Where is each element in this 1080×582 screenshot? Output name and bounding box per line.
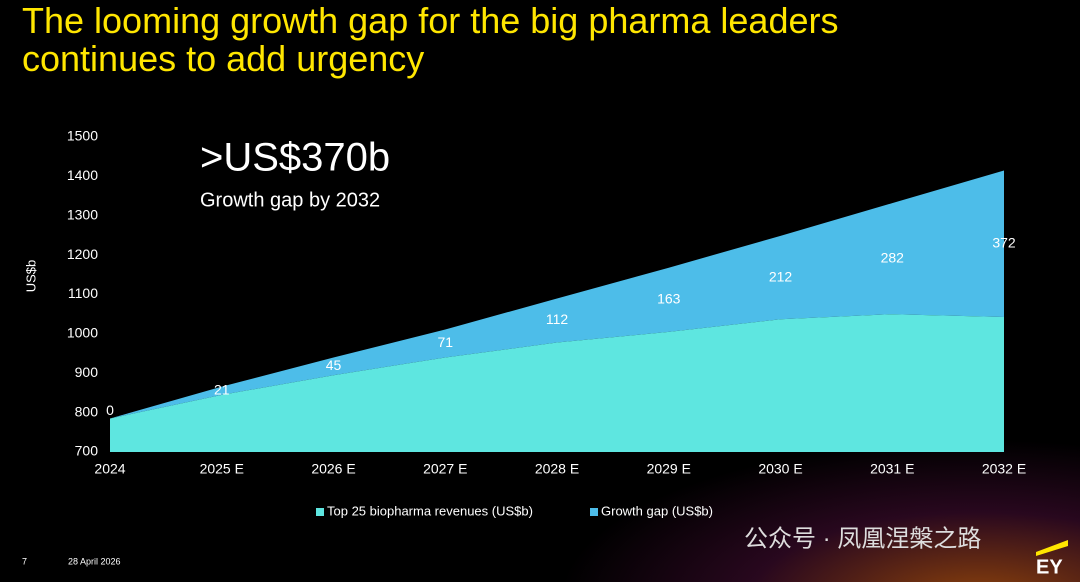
y-tick-label: 1300	[67, 206, 98, 222]
area	[110, 170, 1004, 419]
data-label: 45	[326, 357, 342, 373]
y-tick-label: 900	[75, 364, 99, 380]
legend-swatch	[590, 508, 598, 516]
area	[110, 314, 1004, 452]
y-axis-label: US$b	[23, 260, 38, 293]
x-tick-label: 2025 E	[200, 461, 244, 477]
headline-figure: >US$370b	[200, 136, 390, 180]
data-label: 163	[657, 291, 681, 307]
x-tick-label: 2024	[94, 461, 125, 477]
y-tick-label: 1400	[67, 167, 98, 183]
x-tick-label: 2031 E	[870, 461, 914, 477]
logo: EY	[1036, 556, 1063, 578]
x-tick-label: 2032 E	[982, 461, 1026, 477]
y-tick-label: 800	[75, 403, 99, 419]
date: 28 April 2026	[68, 556, 121, 566]
logo-bar	[1036, 540, 1068, 556]
data-label: 0	[106, 402, 114, 418]
page-number: 7	[22, 556, 27, 566]
data-label: 21	[214, 381, 230, 397]
x-tick-label: 2030 E	[758, 461, 802, 477]
headline-caption: Growth gap by 2032	[200, 189, 380, 211]
legend-label: Top 25 biopharma revenues (US$b)	[327, 503, 533, 518]
x-tick-label: 2026 E	[311, 461, 355, 477]
legend-label: Growth gap (US$b)	[601, 503, 713, 518]
y-tick-label: 1500	[67, 128, 98, 144]
data-label: 112	[546, 311, 569, 327]
data-label: 282	[881, 249, 905, 265]
x-tick-label: 2027 E	[423, 461, 467, 477]
x-tick-label: 2028 E	[535, 461, 579, 477]
slide-title: The looming growth gap for the big pharm…	[22, 0, 839, 79]
y-tick-label: 1100	[68, 285, 98, 301]
data-label: 212	[769, 268, 793, 284]
watermark: 公众号 · 凤凰涅槃之路	[744, 525, 981, 552]
y-tick-label: 1200	[67, 246, 98, 262]
y-tick-label: 700	[75, 443, 99, 459]
y-tick-label: 1000	[67, 325, 98, 341]
legend-swatch	[316, 508, 324, 516]
data-label: 71	[437, 334, 453, 350]
x-tick-label: 2029 E	[647, 461, 691, 477]
data-label: 372	[992, 234, 1016, 250]
